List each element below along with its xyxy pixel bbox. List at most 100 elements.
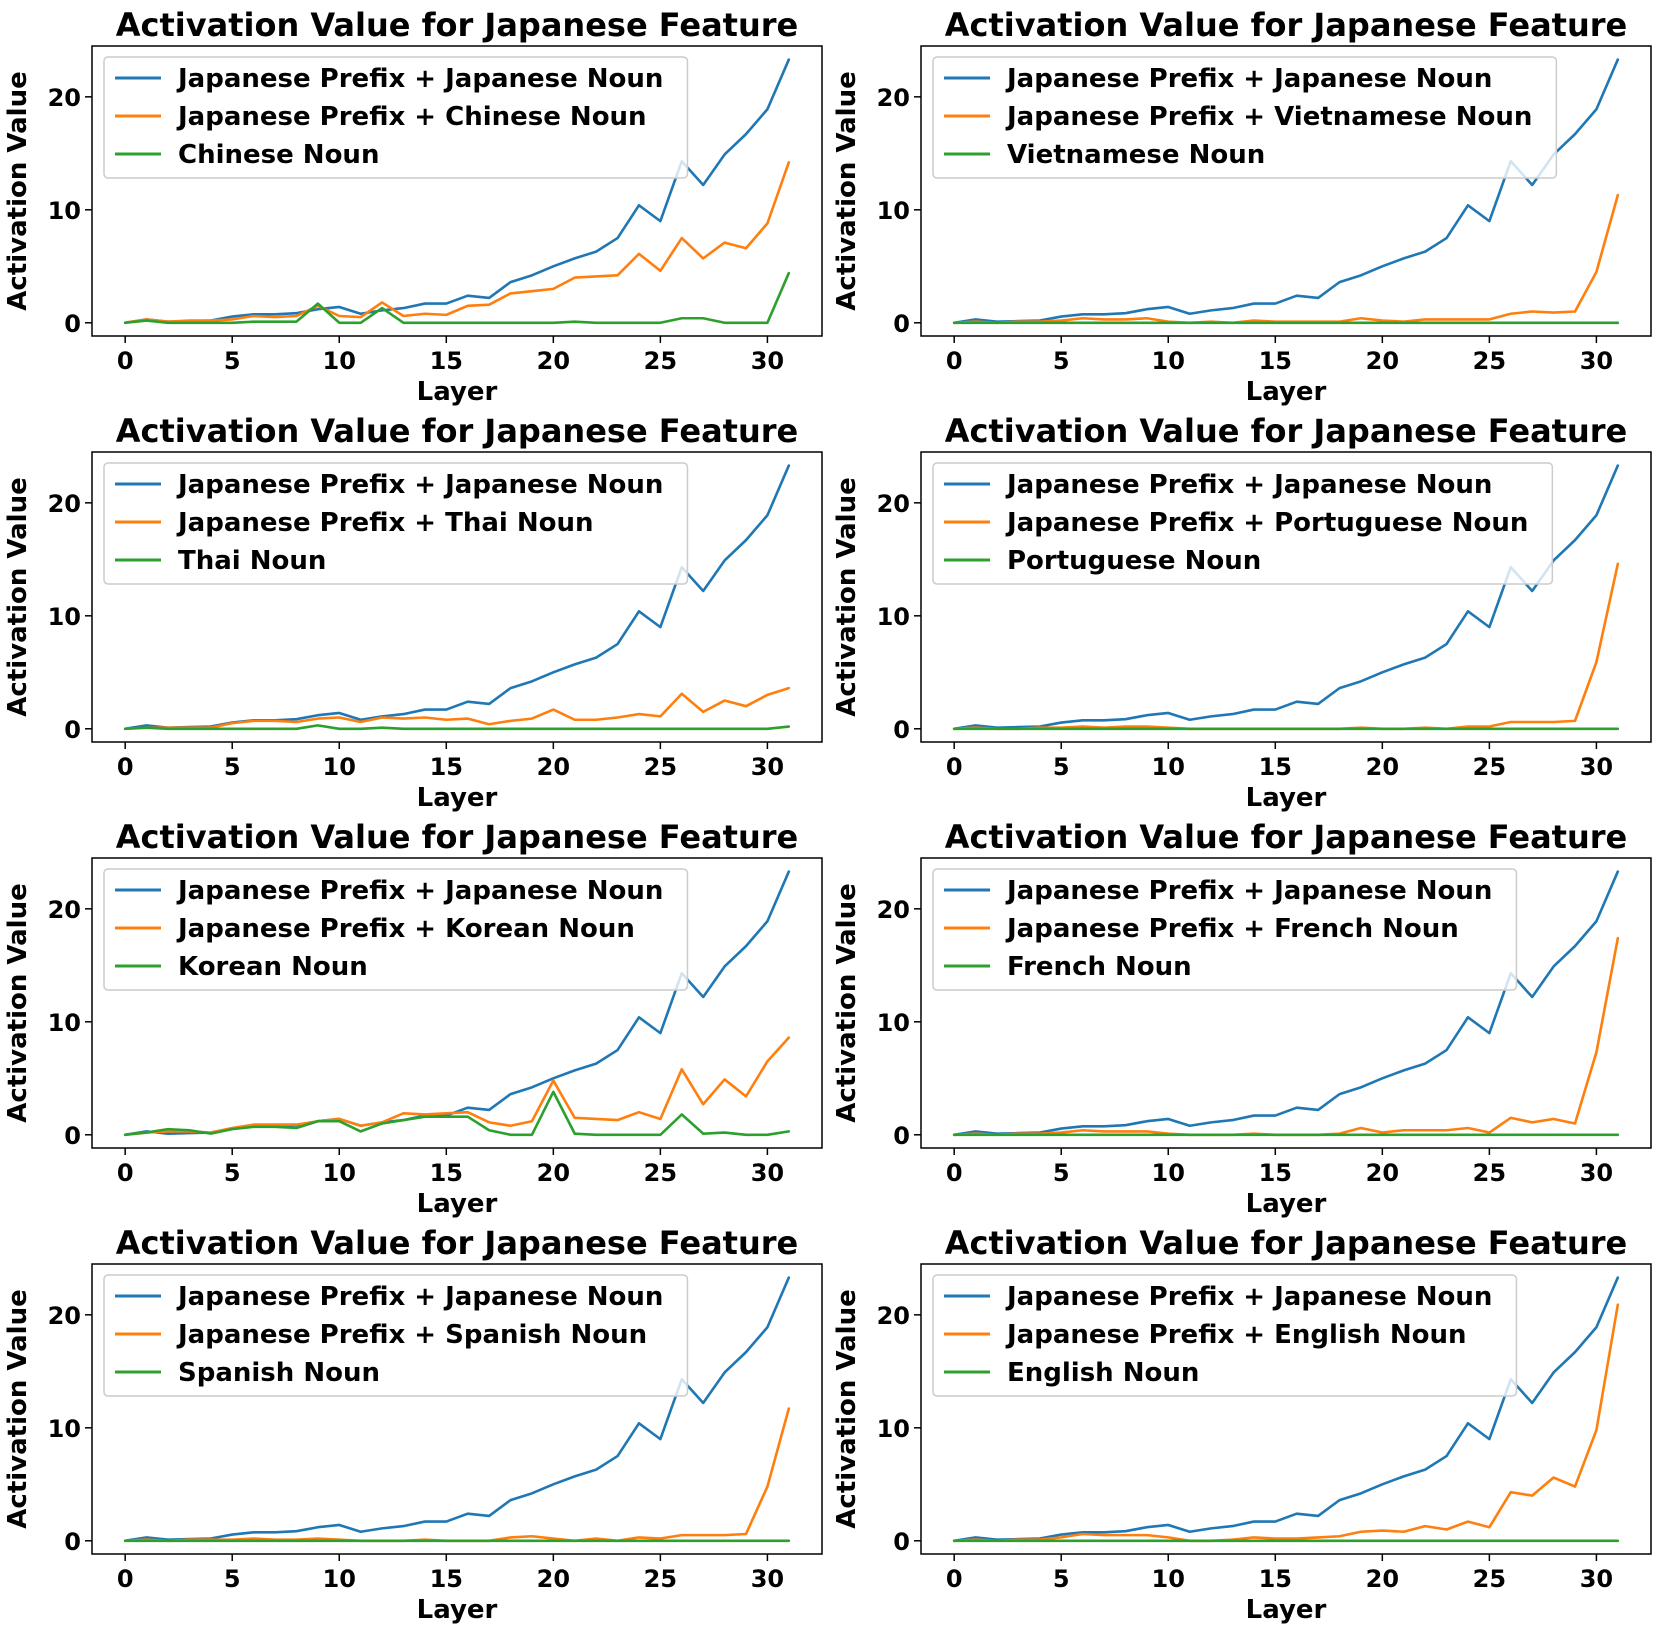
chart-1-xlabel: Layer bbox=[1246, 377, 1327, 407]
chart-2-xtick-label-1: 5 bbox=[224, 753, 241, 781]
chart-0-xtick-label-4: 20 bbox=[537, 347, 570, 375]
chart-7-legend-label-0: Japanese Prefix + Japanese Noun bbox=[1005, 1282, 1492, 1312]
chart-2-xtick-label-0: 0 bbox=[117, 753, 134, 781]
chart-0-xtick-label-5: 25 bbox=[644, 347, 677, 375]
chart-0-series-1-line bbox=[123, 161, 791, 325]
chart-7-ytick-label-2: 20 bbox=[877, 1302, 910, 1330]
chart-0-ylabel: Activation Value bbox=[3, 71, 33, 310]
chart-5-legend-box bbox=[932, 868, 1518, 991]
chart-0-xtick-label-3: 15 bbox=[430, 347, 463, 375]
chart-4-legend-label-1: Japanese Prefix + Korean Noun bbox=[176, 914, 635, 944]
chart-1-ytick-label-1: 10 bbox=[877, 197, 910, 225]
chart-6-ylabel: Activation Value bbox=[3, 1289, 33, 1528]
chart-5-legend: Japanese Prefix + Japanese Noun Japanese … bbox=[932, 868, 1518, 991]
chart-2-xtick-label-2: 10 bbox=[323, 753, 356, 781]
chart-5-xtick-label-1: 5 bbox=[1053, 1159, 1070, 1187]
chart-6-xtick-label-6: 30 bbox=[751, 1565, 784, 1593]
chart-7-legend-label-1: Japanese Prefix + English Noun bbox=[1005, 1320, 1467, 1350]
chart-4-xtick-label-4: 20 bbox=[537, 1159, 570, 1187]
chart-2-xtick-label-6: 30 bbox=[751, 753, 784, 781]
chart-3-xtick-label-3: 15 bbox=[1259, 753, 1292, 781]
chart-3-xtick-label-4: 20 bbox=[1366, 753, 1399, 781]
chart-5-legend-label-2: French Noun bbox=[1007, 952, 1192, 982]
chart-6-ytick-label-2: 20 bbox=[48, 1302, 81, 1330]
chart-7-xtick-label-6: 30 bbox=[1580, 1565, 1613, 1593]
chart-1-legend-label-1: Japanese Prefix + Vietnamese Noun bbox=[1005, 102, 1532, 132]
chart-1-ytick-label-2: 20 bbox=[877, 84, 910, 112]
chart-6-legend-label-1: Japanese Prefix + Spanish Noun bbox=[176, 1320, 647, 1350]
chart-1-legend-label-2: Vietnamese Noun bbox=[1007, 140, 1265, 170]
chart-2-panel: Activation Value for Japanese Feature 0 5 1… bbox=[3, 412, 823, 813]
chart-3-legend-label-2: Portuguese Noun bbox=[1007, 546, 1261, 576]
chart-1-ytick-label-0: 0 bbox=[893, 310, 910, 338]
chart-1-frame bbox=[920, 45, 1652, 337]
chart-4-xtick-label-0: 0 bbox=[117, 1159, 134, 1187]
chart-4-xlabel: Layer bbox=[417, 1189, 498, 1219]
chart-0-legend-box bbox=[103, 56, 689, 179]
chart-5-ytick-label-2: 20 bbox=[877, 896, 910, 924]
chart-1-series-1-line bbox=[952, 193, 1620, 325]
chart-1-xtick-label-1: 5 bbox=[1053, 347, 1070, 375]
chart-4-legend-label-2: Korean Noun bbox=[178, 952, 368, 982]
chart-0-legend-label-0: Japanese Prefix + Japanese Noun bbox=[176, 64, 663, 94]
chart-0-xtick-label-1: 5 bbox=[224, 347, 241, 375]
chart-6-xtick-label-1: 5 bbox=[224, 1565, 241, 1593]
chart-6-xtick-label-2: 10 bbox=[323, 1565, 356, 1593]
chart-3-xlabel: Layer bbox=[1246, 783, 1327, 813]
chart-3-xtick-label-0: 0 bbox=[946, 753, 963, 781]
chart-6-xlabel: Layer bbox=[417, 1595, 498, 1625]
chart-2-legend: Japanese Prefix + Japanese Noun Japanese … bbox=[103, 462, 689, 585]
chart-1-legend-box bbox=[932, 56, 1558, 179]
chart-5-xtick-label-5: 25 bbox=[1473, 1159, 1506, 1187]
chart-7-legend: Japanese Prefix + Japanese Noun Japanese … bbox=[932, 1274, 1518, 1397]
chart-2-ylabel: Activation Value bbox=[3, 477, 33, 716]
chart-4-title: Activation Value for Japanese Feature bbox=[116, 818, 798, 856]
chart-6-ytick-label-0: 0 bbox=[64, 1528, 81, 1556]
chart-5-xtick-label-2: 10 bbox=[1152, 1159, 1185, 1187]
chart-6-legend-label-2: Spanish Noun bbox=[178, 1358, 380, 1388]
chart-4-xtick-label-5: 25 bbox=[644, 1159, 677, 1187]
chart-0-ytick-label-2: 20 bbox=[48, 84, 81, 112]
chart-1-xtick-label-2: 10 bbox=[1152, 347, 1185, 375]
chart-7-frame bbox=[920, 1263, 1652, 1555]
chart-4-xtick-label-2: 10 bbox=[323, 1159, 356, 1187]
chart-1-xtick-label-5: 25 bbox=[1473, 347, 1506, 375]
chart-4-ytick-label-2: 20 bbox=[48, 896, 81, 924]
chart-3-xtick-label-5: 25 bbox=[1473, 753, 1506, 781]
chart-4-series-2-line bbox=[123, 1090, 791, 1137]
chart-0-title: Activation Value for Japanese Feature bbox=[116, 6, 798, 44]
chart-3-legend-label-1: Japanese Prefix + Portuguese Noun bbox=[1005, 508, 1528, 538]
chart-0-xtick-label-2: 10 bbox=[323, 347, 356, 375]
chart-2-xtick-label-4: 20 bbox=[537, 753, 570, 781]
chart-7-panel: Activation Value for Japanese Feature 0 5 1… bbox=[832, 1224, 1652, 1625]
chart-4-frame bbox=[91, 857, 823, 1149]
chart-2-series-1-line bbox=[123, 686, 791, 731]
chart-7-legend-box bbox=[932, 1274, 1518, 1397]
chart-6-legend-label-0: Japanese Prefix + Japanese Noun bbox=[176, 1282, 663, 1312]
chart-5-xtick-label-4: 20 bbox=[1366, 1159, 1399, 1187]
chart-6-series-1-line bbox=[123, 1407, 791, 1543]
chart-0-ytick-label-0: 0 bbox=[64, 310, 81, 338]
chart-6-legend-box bbox=[103, 1274, 689, 1397]
chart-7-xlabel: Layer bbox=[1246, 1595, 1327, 1625]
chart-3-xtick-label-1: 5 bbox=[1053, 753, 1070, 781]
chart-3-xtick-label-2: 10 bbox=[1152, 753, 1185, 781]
chart-0-series-2-line bbox=[123, 271, 791, 325]
chart-3-frame bbox=[920, 451, 1652, 743]
chart-5-title: Activation Value for Japanese Feature bbox=[945, 818, 1627, 856]
chart-7-ytick-label-0: 0 bbox=[893, 1528, 910, 1556]
chart-2-xlabel: Layer bbox=[417, 783, 498, 813]
chart-3-legend-box bbox=[932, 462, 1554, 585]
chart-6-legend: Japanese Prefix + Japanese Noun Japanese … bbox=[103, 1274, 689, 1397]
chart-1-legend: Japanese Prefix + Japanese Noun Japanese … bbox=[932, 56, 1558, 179]
chart-7-ytick-label-1: 10 bbox=[877, 1415, 910, 1443]
chart-2-ytick-label-0: 0 bbox=[64, 716, 81, 744]
chart-4-series-1-line bbox=[123, 1036, 791, 1137]
chart-4-xtick-label-3: 15 bbox=[430, 1159, 463, 1187]
chart-3-legend-label-0: Japanese Prefix + Japanese Noun bbox=[1005, 470, 1492, 500]
chart-6-title: Activation Value for Japanese Feature bbox=[116, 1224, 798, 1262]
chart-1-legend-label-0: Japanese Prefix + Japanese Noun bbox=[1005, 64, 1492, 94]
chart-4-xtick-label-6: 30 bbox=[751, 1159, 784, 1187]
chart-2-title: Activation Value for Japanese Feature bbox=[116, 412, 798, 450]
chart-5-ytick-label-1: 10 bbox=[877, 1009, 910, 1037]
